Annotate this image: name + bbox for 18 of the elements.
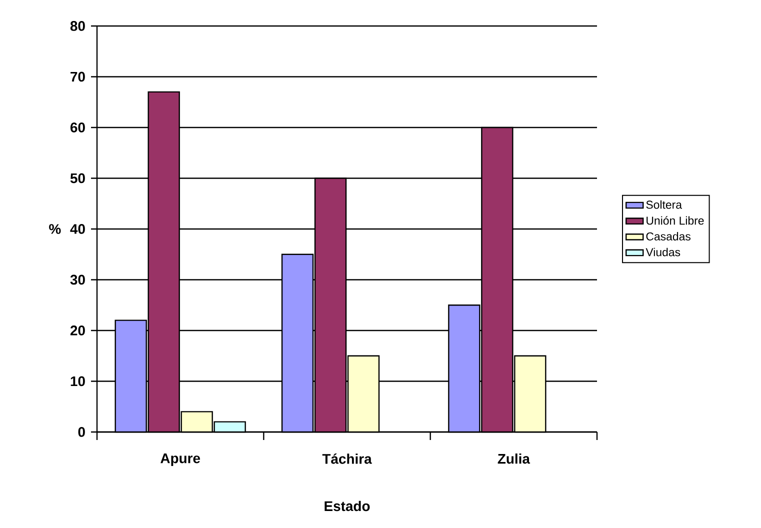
- x-tick-label: Apure: [160, 454, 200, 466]
- y-axis-title: %: [49, 224, 61, 234]
- x-axis-title: Estado: [324, 500, 370, 512]
- y-tick-label: 30: [70, 274, 85, 285]
- y-tick-label: 40: [70, 224, 85, 234]
- y-tick-label: 0: [78, 427, 85, 437]
- y-tick-label: 60: [70, 122, 85, 132]
- y-tick-label: 10: [70, 376, 85, 386]
- x-tick-label: Táchira: [322, 454, 372, 464]
- y-tick-label: 70: [70, 72, 85, 82]
- y-tick-label: 50: [70, 173, 85, 184]
- legend-label: Viudas: [646, 248, 680, 256]
- legend-label: Casadas: [646, 232, 690, 240]
- legend-label: Unión Libre: [646, 216, 704, 225]
- legend-label: Soltera: [646, 200, 682, 209]
- x-tick-label: Zulia: [498, 454, 530, 464]
- y-tick-label: 80: [70, 21, 85, 31]
- y-tick-label: 20: [70, 326, 85, 336]
